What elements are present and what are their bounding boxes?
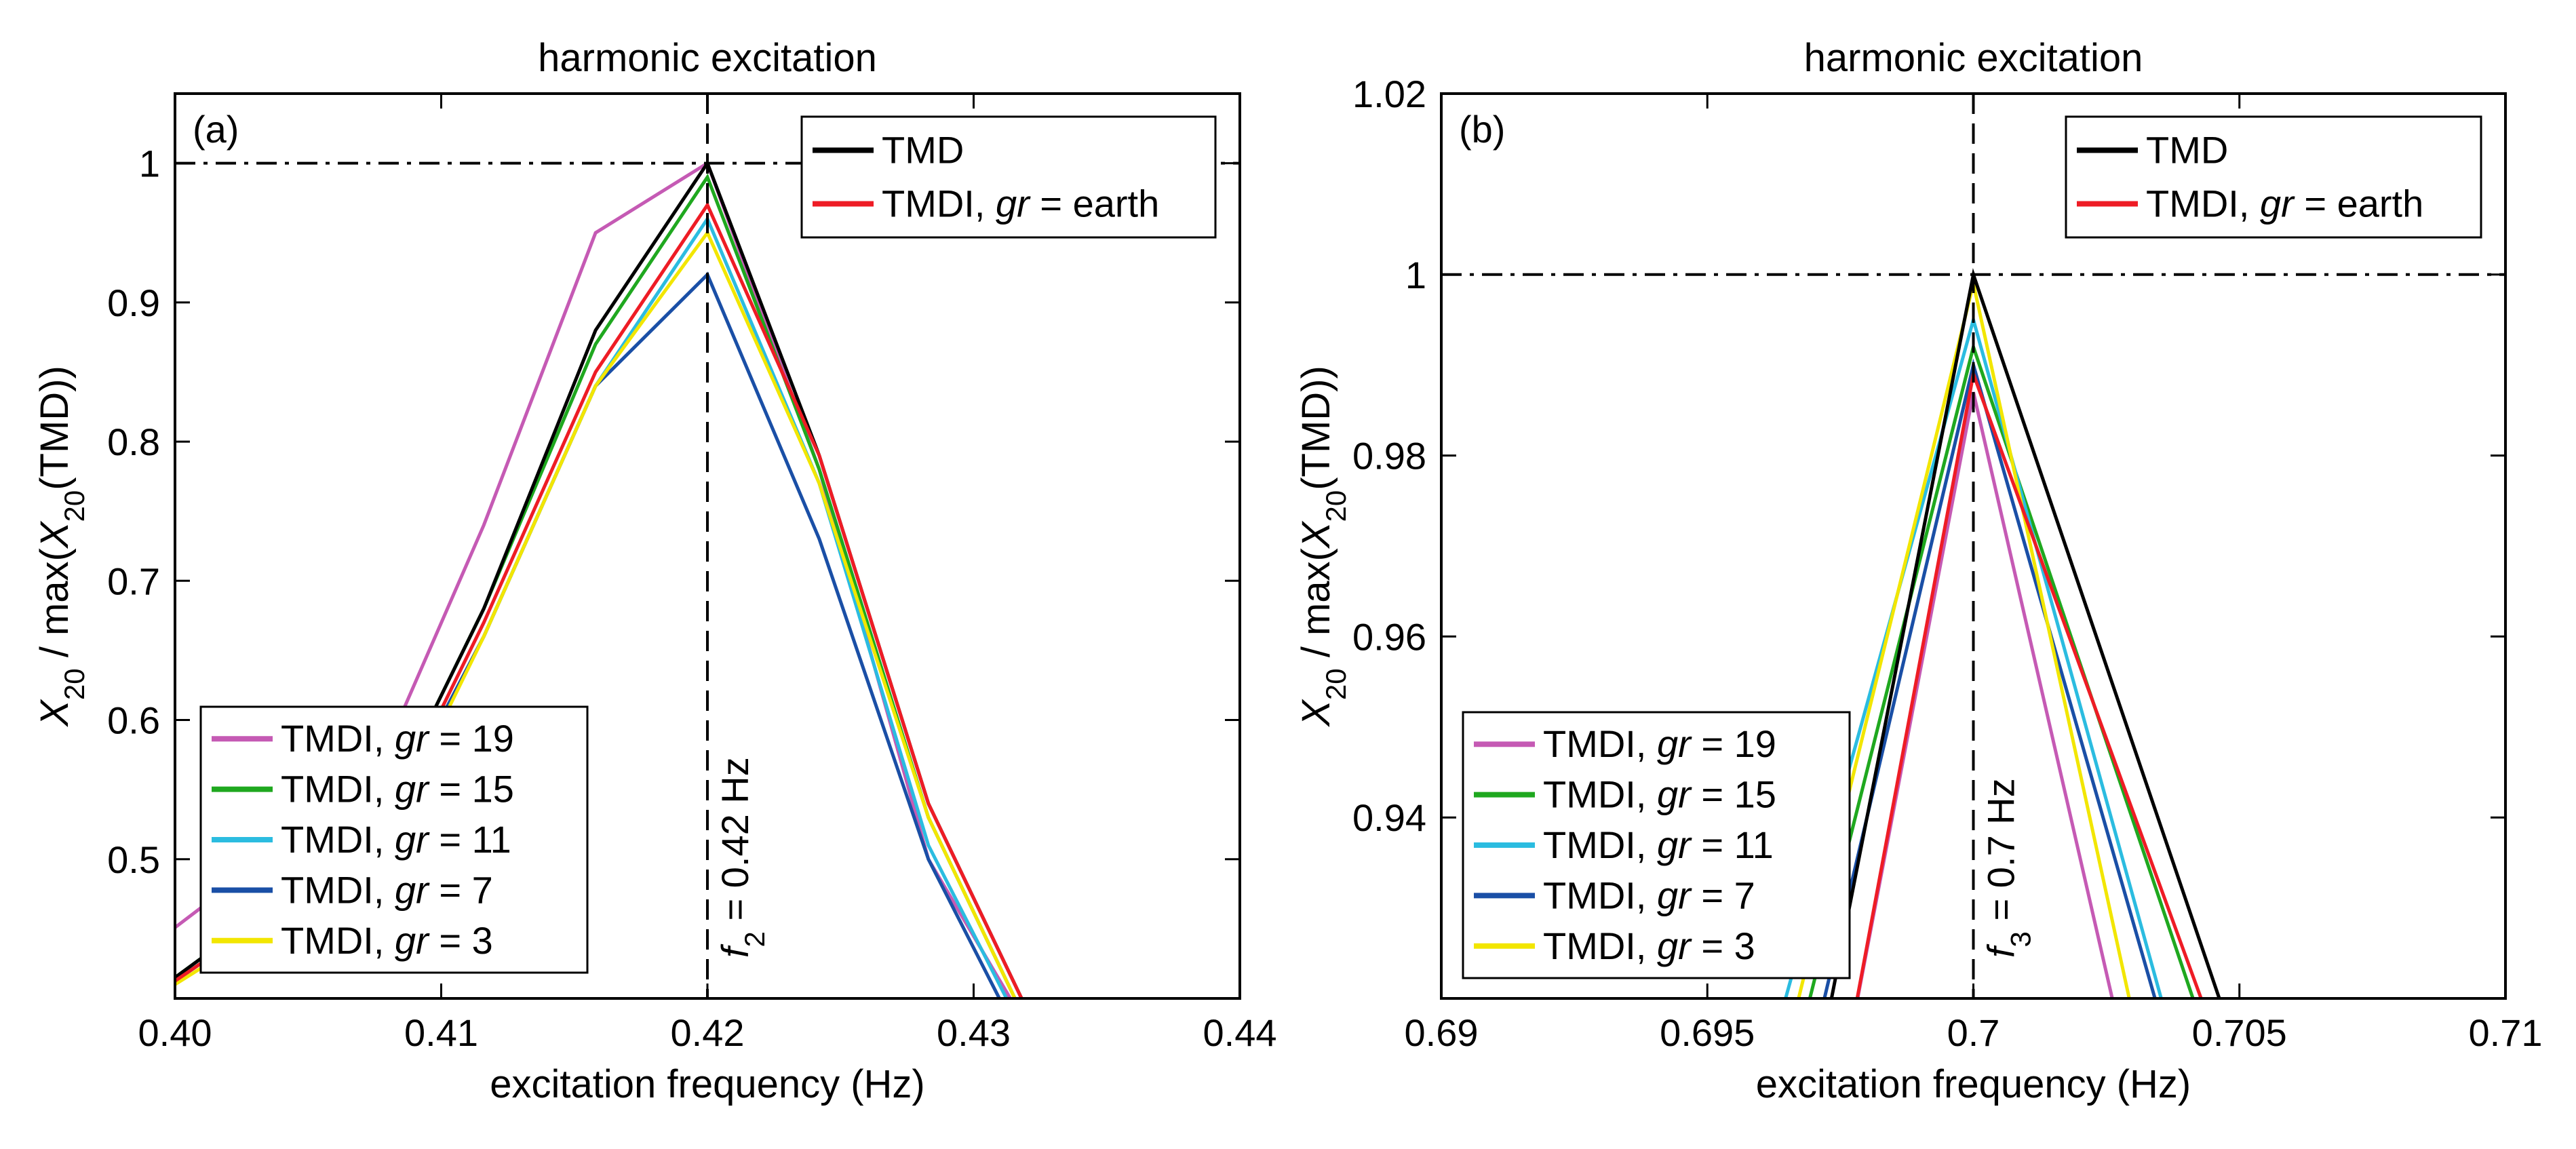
x-tick-label: 0.43 bbox=[937, 1011, 1011, 1054]
chart-panel-a: harmonic excitation (a) f2 = 0.42 Hz 0.40 0.… bbox=[33, 36, 1277, 1106]
x-axis-label: excitation frequency (Hz) bbox=[490, 1062, 924, 1106]
y-tick-label: 0.96 bbox=[1352, 615, 1426, 658]
chart-title: harmonic excitation bbox=[538, 36, 877, 80]
y-tick-label: 1.02 bbox=[1352, 73, 1426, 115]
legend-label-tmdi-gr-19: TMDI, gr = 19 bbox=[1543, 722, 1776, 765]
legend-bottom: TMDI, gr = 19 TMDI, gr = 15 TMDI, gr = 11 T… bbox=[199, 705, 589, 974]
panel-label: (a) bbox=[193, 108, 239, 151]
x-tick-label: 0.40 bbox=[138, 1011, 212, 1054]
legend-label-tmdi-gr-15: TMDI, gr = 15 bbox=[1543, 773, 1776, 816]
legend-label-tmdi-gr-11: TMDI, gr = 11 bbox=[281, 818, 511, 861]
y-tick-label: 0.94 bbox=[1352, 796, 1426, 839]
y-tick-label: 0.6 bbox=[107, 699, 160, 742]
y-tick-label: 0.98 bbox=[1352, 435, 1426, 478]
legend-top-box bbox=[800, 115, 1217, 239]
vline-label: f3 = 0.7 Hz bbox=[1980, 778, 2037, 958]
legend-label-tmdi-gr-earth: TMDI, gr = earth bbox=[882, 182, 1159, 225]
chart-panel-b: harmonic excitation (b) f3 = 0.7 Hz 0.69 0.6… bbox=[1294, 36, 2543, 1106]
y-tick-label: 1 bbox=[139, 142, 160, 185]
legend-top: TMD TMDI, gr = earth bbox=[800, 115, 1217, 239]
y-tick-label: 0.9 bbox=[107, 281, 160, 324]
legend-top-box bbox=[2065, 115, 2482, 239]
legend-label-tmdi-gr-earth: TMDI, gr = earth bbox=[2146, 182, 2423, 225]
legend-label-tmdi-gr-11: TMDI, gr = 11 bbox=[1543, 823, 1774, 866]
legend-label-tmd: TMD bbox=[2146, 129, 2228, 172]
legend-label-tmdi-gr-7: TMDI, gr = 7 bbox=[1543, 874, 1755, 916]
y-tick-label: 0.7 bbox=[107, 560, 160, 602]
legend-top: TMD TMDI, gr = earth bbox=[2065, 115, 2482, 239]
y-tick-label: 1 bbox=[1405, 254, 1426, 296]
y-tick-label: 0.8 bbox=[107, 421, 160, 463]
y-tick-label: 0.5 bbox=[107, 838, 160, 881]
legend-label-tmdi-gr-7: TMDI, gr = 7 bbox=[281, 868, 493, 911]
legend-label-tmdi-gr-19: TMDI, gr = 19 bbox=[281, 717, 514, 760]
x-tick-label: 0.44 bbox=[1203, 1011, 1277, 1054]
series-line-tmdi-gr-earth bbox=[1855, 368, 2203, 998]
x-tick-label: 0.695 bbox=[1660, 1011, 1755, 1054]
legend-label-tmdi-gr-15: TMDI, gr = 15 bbox=[281, 768, 514, 811]
legend-label-tmdi-gr-3: TMDI, gr = 3 bbox=[1543, 924, 1755, 967]
x-tick-label: 0.42 bbox=[671, 1011, 745, 1054]
x-axis-label: excitation frequency (Hz) bbox=[1756, 1062, 2191, 1106]
x-tick-label: 0.71 bbox=[2469, 1011, 2543, 1054]
chart-title: harmonic excitation bbox=[1804, 36, 2143, 80]
legend-bottom: TMDI, gr = 19 TMDI, gr = 15 TMDI, gr = 11 T… bbox=[1462, 711, 1851, 979]
x-tick-label: 0.41 bbox=[404, 1011, 478, 1054]
y-axis-label: X20 / max(X20(TMD)) bbox=[1294, 366, 1352, 728]
series-line-tmd bbox=[1829, 268, 2221, 998]
x-tick-label: 0.69 bbox=[1405, 1011, 1479, 1054]
panel-label: (b) bbox=[1459, 108, 1505, 151]
legend-label-tmd: TMD bbox=[882, 129, 964, 172]
x-tick-label: 0.705 bbox=[2192, 1011, 2287, 1054]
y-axis-label: X20 / max(X20(TMD)) bbox=[33, 366, 90, 728]
vline-label: f2 = 0.42 Hz bbox=[714, 757, 770, 958]
x-tick-label: 0.7 bbox=[1947, 1011, 2000, 1054]
legend-label-tmdi-gr-3: TMDI, gr = 3 bbox=[281, 919, 493, 962]
